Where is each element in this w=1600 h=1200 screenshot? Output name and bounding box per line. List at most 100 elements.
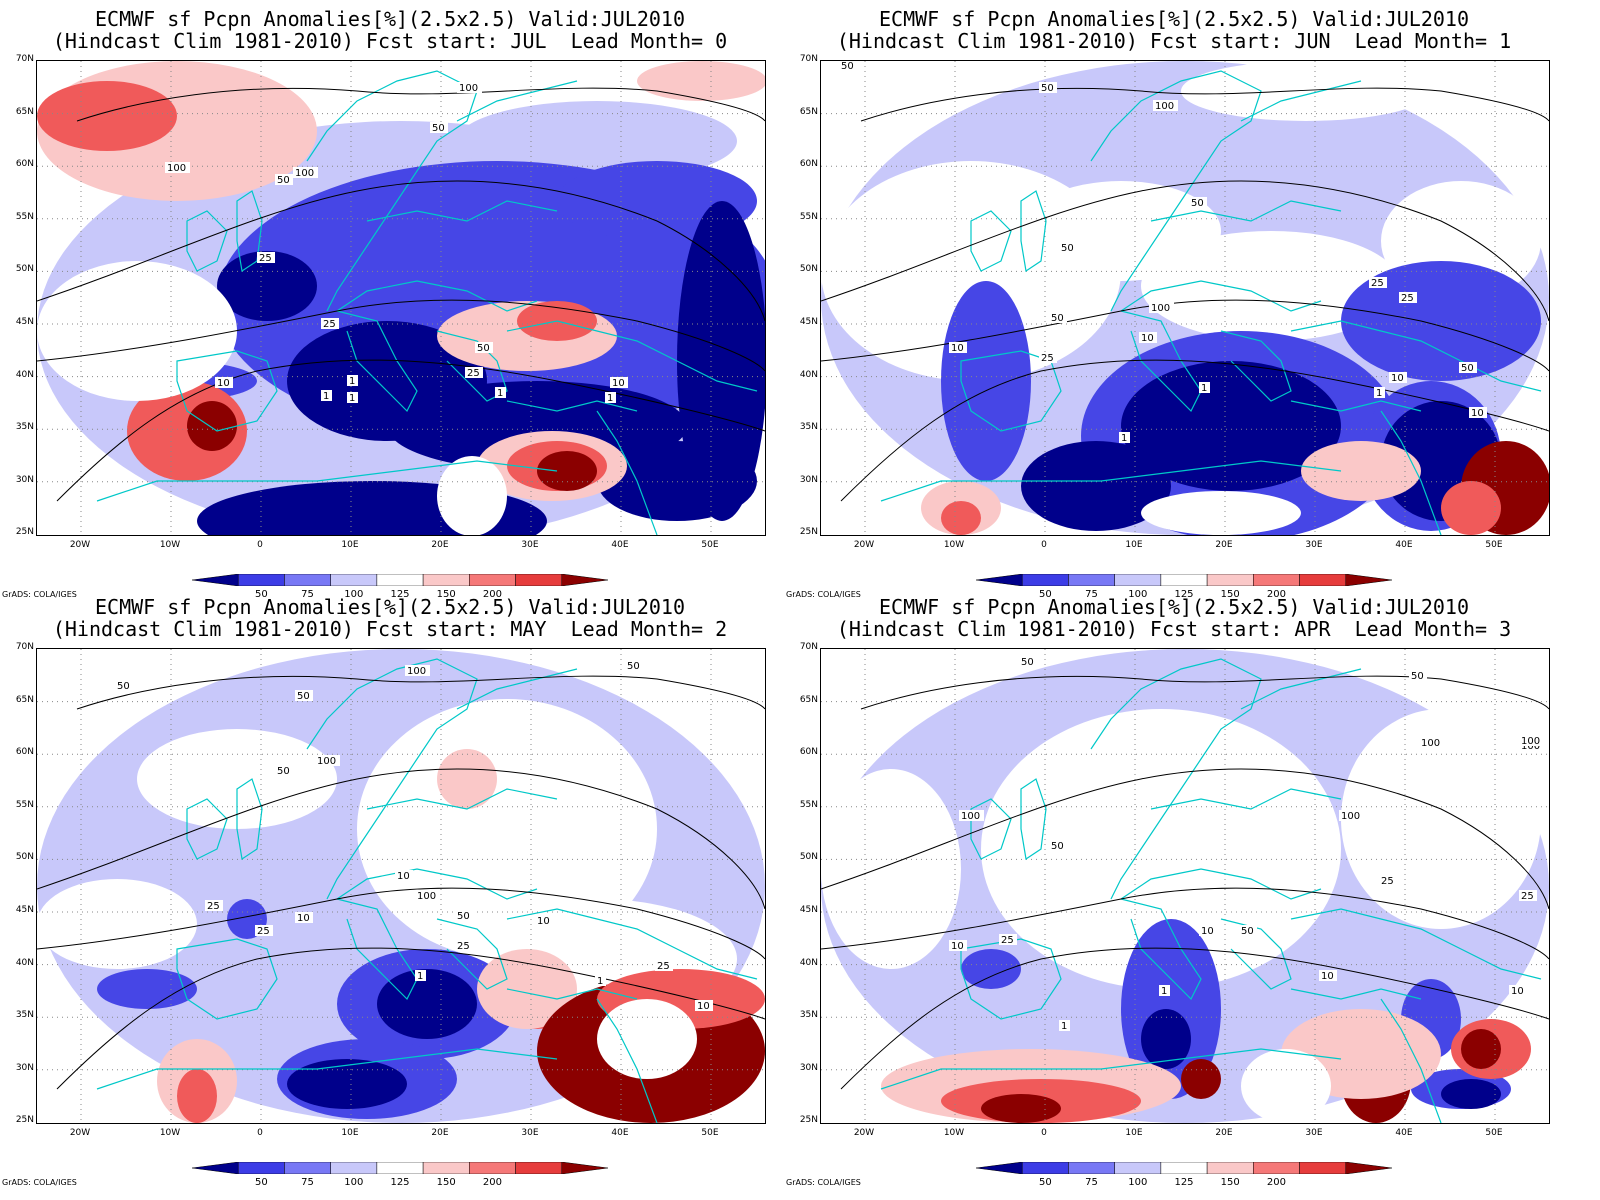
- contour-label: 50: [295, 690, 313, 702]
- contour-label: 25: [1399, 292, 1417, 304]
- coastline: [96, 1048, 558, 1090]
- colorbar-label: 75: [1085, 589, 1098, 600]
- colorbar-swatch: [515, 1162, 563, 1174]
- coastline: [506, 320, 758, 392]
- contour-label: 1: [595, 975, 606, 987]
- svg-text:1: 1: [597, 976, 603, 987]
- anomaly-region-white: [437, 456, 507, 535]
- lon-tick-label: 50E: [701, 1128, 719, 1138]
- svg-text:25: 25: [457, 941, 470, 952]
- colorbar-label: 50: [254, 1177, 268, 1188]
- anomaly-region-deep-blue: [597, 441, 757, 521]
- contour-label: 25: [999, 934, 1017, 946]
- anomaly-region-deep-blue: [377, 969, 477, 1039]
- lat-tick-label: 55N: [15, 211, 34, 222]
- coastline: [366, 788, 558, 810]
- colorbar-swatch: [1299, 1162, 1347, 1174]
- lon-tick-label: 10E: [341, 1128, 359, 1138]
- anomaly-region-light-red: [1301, 441, 1421, 501]
- svg-text:50: 50: [1051, 841, 1064, 852]
- anomaly-region-white: [597, 999, 697, 1079]
- contour-label: 50: [275, 765, 293, 777]
- map-canvas: 50 50 50 50 50 100 100 25 25 25 10 10 10 10 1 1 1 50: [821, 61, 1549, 535]
- lat-tick-label: 25N: [15, 527, 34, 538]
- map-panel-lead-2: ECMWF sf Pcpn Anomalies[%](2.5x2.5) Vali…: [0, 588, 780, 1188]
- coastline: [336, 868, 538, 900]
- svg-text:50: 50: [1241, 926, 1254, 937]
- lat-tick-label: 60N: [799, 747, 818, 758]
- coastline: [1290, 908, 1542, 980]
- grads-credit: GrADS: COLA/IGES: [786, 590, 861, 599]
- colorbar-swatch: [1299, 574, 1347, 586]
- svg-text:10: 10: [1511, 986, 1524, 997]
- contour-label: 100: [293, 167, 318, 179]
- coastline: [596, 998, 658, 1123]
- lat-tick-label: 30N: [799, 474, 818, 485]
- contour-label: 100: [1419, 737, 1444, 749]
- colorbar-swatch: [1253, 574, 1300, 586]
- coastline: [1090, 658, 1262, 900]
- lat-tick-label: 25N: [799, 1115, 818, 1126]
- anomaly-map: 100 100 100 50 50 50 25 25 25 10 10 1 1 1 1 1: [36, 60, 766, 536]
- contour-label: 100: [457, 82, 482, 94]
- anomaly-region-white: [1241, 1049, 1331, 1123]
- contour-label: 50: [275, 174, 293, 186]
- contour-label: 25: [465, 367, 483, 379]
- svg-text:100: 100: [1521, 736, 1540, 747]
- anomaly-region-deep-blue: [677, 201, 765, 521]
- lat-tick-label: 45N: [799, 317, 818, 327]
- colorbar-label: 125: [390, 589, 410, 600]
- anomaly-region-deep-blue: [1441, 1079, 1501, 1109]
- svg-text:1: 1: [497, 388, 503, 399]
- map-panel-lead-0: ECMWF sf Pcpn Anomalies[%](2.5x2.5) Vali…: [0, 0, 780, 600]
- lon-tick-label: 20W: [853, 540, 875, 550]
- svg-text:100: 100: [1155, 101, 1174, 112]
- colorbar-label: 125: [1174, 1177, 1194, 1188]
- contour-label: 10: [215, 377, 233, 389]
- anomaly-region-dark-red: [1181, 1059, 1221, 1099]
- map-title: ECMWF sf Pcpn Anomalies[%](2.5x2.5) Vali…: [878, 595, 1469, 619]
- svg-text:50: 50: [432, 123, 445, 134]
- lon-tick-label: 10W: [943, 1128, 965, 1138]
- colorbar-swatch: [192, 574, 239, 586]
- lat-tick-label: 35N: [799, 422, 818, 433]
- lon-tick-label: 30E: [521, 540, 539, 550]
- colorbar-swatch: [976, 1162, 1023, 1174]
- colorbar-swatch: [237, 574, 285, 586]
- contour-label: 50: [1409, 670, 1427, 682]
- anomaly-region-dark-red: [537, 451, 597, 491]
- map-subtitle: (Hindcast Clim 1981-2010) Fcst start: JU…: [836, 29, 1512, 53]
- anomaly-region-white: [1141, 231, 1401, 341]
- lat-tick-label: 60N: [15, 159, 34, 170]
- anomaly-region-blue: [941, 281, 1031, 481]
- svg-text:10: 10: [951, 343, 964, 354]
- lat-tick-label: 65N: [15, 694, 34, 705]
- coastline: [970, 798, 1012, 860]
- colorbar-label: 150: [1220, 589, 1240, 600]
- anomaly-region-white: [1341, 709, 1541, 929]
- lat-tick-label: 70N: [799, 54, 818, 64]
- contour-line: [840, 359, 1549, 502]
- coastline: [456, 668, 578, 710]
- contour-label: 100: [1519, 735, 1544, 747]
- svg-text:10: 10: [612, 378, 625, 389]
- contour-label: 10: [1509, 985, 1527, 997]
- coastline: [970, 210, 1012, 272]
- lon-tick-label: 50E: [701, 540, 719, 550]
- svg-text:50: 50: [1191, 198, 1204, 209]
- svg-text:25: 25: [657, 961, 670, 972]
- contour-label: 10: [1139, 332, 1157, 344]
- svg-text:10: 10: [397, 871, 410, 882]
- contour-label: 10: [1469, 407, 1487, 419]
- lon-tick-label: 40E: [1395, 1128, 1413, 1138]
- lon-tick-label: 10E: [1125, 1128, 1143, 1138]
- svg-text:50: 50: [457, 911, 470, 922]
- contour-line: [860, 675, 1549, 710]
- svg-text:50: 50: [1051, 313, 1064, 324]
- svg-text:25: 25: [1381, 876, 1394, 887]
- svg-text:25: 25: [1521, 891, 1534, 902]
- svg-text:1: 1: [1376, 388, 1382, 399]
- svg-text:50: 50: [117, 681, 130, 692]
- map-title: ECMWF sf Pcpn Anomalies[%](2.5x2.5) Vali…: [94, 595, 685, 619]
- contour-label: 25: [321, 318, 339, 330]
